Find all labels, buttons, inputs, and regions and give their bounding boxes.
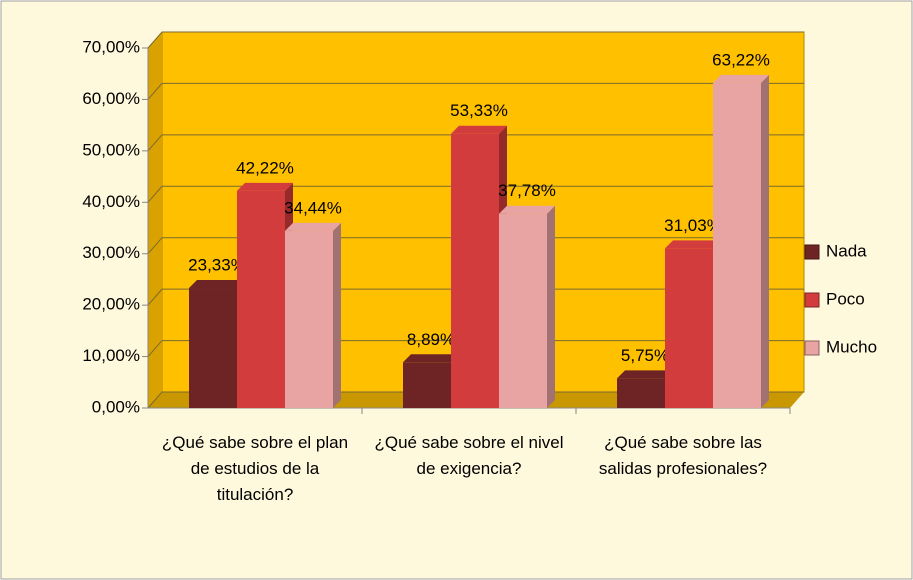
x-tick-label: ¿Qué sabe sobre el plan de estudios de l… — [161, 433, 349, 504]
bar — [403, 362, 451, 408]
grid-line — [147, 391, 804, 409]
legend-label: Poco — [826, 289, 865, 308]
x-tick-label: ¿Qué sabe sobre el nivel de exigencia? — [374, 433, 564, 478]
y-tick-label: 60,00% — [82, 89, 140, 108]
bar-top — [451, 125, 507, 134]
y-tick-label: 70,00% — [82, 37, 140, 56]
y-tick-label: 0,00% — [92, 397, 140, 416]
value-label: 5,75% — [621, 346, 669, 365]
value-label: 53,33% — [450, 101, 508, 120]
y-tick-label: 40,00% — [82, 192, 140, 211]
grid-line — [147, 340, 804, 357]
value-label: 34,44% — [284, 198, 342, 217]
bar — [617, 378, 665, 408]
bar-top — [617, 370, 673, 379]
bar — [665, 248, 713, 408]
value-label: 37,78% — [498, 181, 556, 200]
value-label: 31,03% — [664, 216, 722, 235]
bar-top — [713, 74, 769, 83]
bar — [189, 288, 237, 408]
grid-line — [147, 237, 804, 255]
grid-line — [147, 82, 804, 100]
legend-label: Nada — [826, 241, 867, 260]
bar — [499, 213, 547, 408]
bar-top — [189, 280, 245, 289]
x-tick-label: ¿Qué sabe sobre las salidas profesionale… — [598, 433, 768, 478]
value-label: 63,22% — [712, 50, 770, 69]
bar — [713, 82, 761, 409]
bar-top — [285, 222, 341, 231]
legend-swatch — [804, 292, 820, 308]
value-label: 23,33% — [188, 256, 246, 275]
bar-top — [499, 205, 555, 214]
value-label: 8,89% — [407, 330, 455, 349]
legend-label: Mucho — [826, 337, 877, 356]
side-wall — [148, 32, 162, 408]
bar — [451, 133, 499, 408]
y-tick-label: 10,00% — [82, 346, 140, 365]
y-tick-label: 50,00% — [82, 140, 140, 159]
bar-side — [547, 205, 555, 408]
grid-line — [147, 185, 804, 203]
y-tick-label: 20,00% — [82, 295, 140, 314]
bar-top — [665, 240, 721, 249]
bar-side — [333, 222, 341, 408]
bar — [285, 230, 333, 408]
bar-side — [761, 74, 769, 409]
bar-top — [237, 182, 293, 191]
grid-line — [147, 134, 804, 152]
value-label: 42,22% — [236, 158, 294, 177]
bar — [237, 190, 285, 408]
grid-line — [147, 31, 804, 49]
bar-top — [403, 354, 459, 363]
y-tick-label: 30,00% — [82, 243, 140, 262]
legend-swatch — [804, 340, 820, 356]
grid-line — [147, 288, 804, 306]
legend-swatch — [804, 244, 820, 260]
